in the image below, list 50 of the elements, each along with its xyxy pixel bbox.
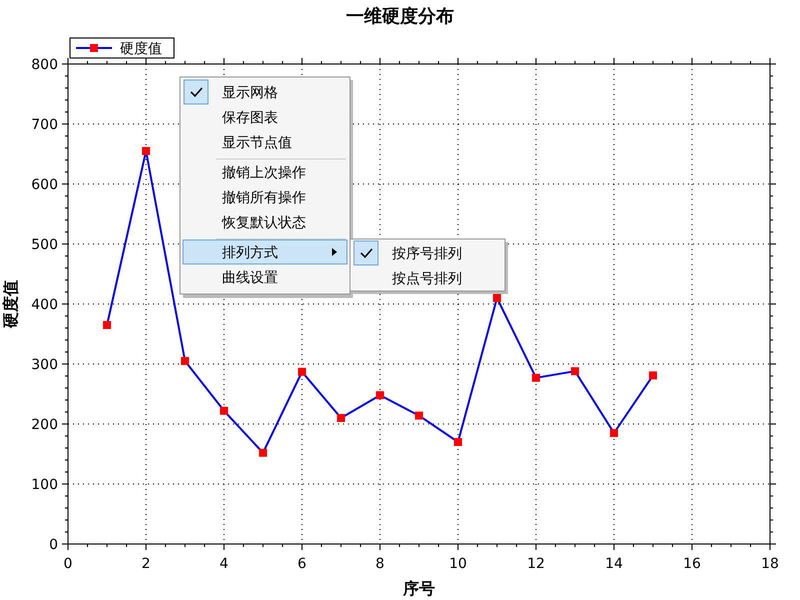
x-axis-title: 序号 bbox=[402, 579, 435, 598]
point bbox=[103, 321, 111, 329]
x-tick-label: 10 bbox=[449, 556, 467, 572]
annotation: 按序号排列 bbox=[392, 246, 462, 262]
y-tick-label: 500 bbox=[31, 237, 58, 253]
point bbox=[415, 412, 423, 420]
point bbox=[142, 147, 150, 155]
point bbox=[259, 448, 267, 457]
picture-submenu: 按序号排列 按点号排列 bbox=[350, 238, 508, 294]
point bbox=[337, 414, 345, 422]
annotation: 显示网格 bbox=[222, 85, 278, 101]
annotation: 撤销所有操作 bbox=[222, 190, 306, 206]
point bbox=[376, 391, 384, 400]
annotation: 按点号排列 bbox=[392, 271, 462, 287]
x-tick-label: 14 bbox=[605, 556, 623, 572]
annotation: 撤销上次操作 bbox=[222, 165, 306, 181]
y-tick-label: 0 bbox=[49, 537, 58, 553]
y-tick-label: 700 bbox=[31, 117, 58, 133]
y-tick-label: 800 bbox=[31, 57, 58, 73]
point bbox=[454, 438, 462, 446]
point bbox=[220, 406, 228, 415]
x-tick-label: 12 bbox=[527, 556, 545, 572]
annotation: 保存图表 bbox=[222, 110, 278, 126]
chart-title: 一维硬度分布 bbox=[346, 6, 454, 27]
legend-label: 硬度值 bbox=[120, 41, 162, 57]
y-tick-label: 300 bbox=[31, 357, 58, 373]
annotation: 恢复默认状态 bbox=[221, 215, 306, 231]
y-tick-label: 400 bbox=[31, 297, 58, 313]
x-tick-label: 6 bbox=[298, 556, 307, 572]
annotation: 显示节点值 bbox=[222, 135, 292, 151]
point bbox=[571, 367, 579, 376]
y-axis-title: 硬度值 bbox=[1, 280, 20, 329]
annotation: 排列方式 bbox=[222, 245, 278, 261]
x-tick-label: 8 bbox=[376, 556, 384, 572]
point bbox=[181, 357, 189, 365]
y-tick-label: 100 bbox=[31, 477, 58, 493]
point bbox=[493, 294, 501, 302]
point bbox=[610, 429, 618, 437]
point bbox=[649, 371, 657, 380]
y-tick-label: 200 bbox=[31, 417, 58, 433]
x-tick-label: 4 bbox=[220, 556, 229, 572]
point bbox=[532, 374, 540, 382]
point bbox=[298, 368, 306, 376]
x-tick-label: 2 bbox=[142, 556, 150, 572]
x-tick-label: 0 bbox=[64, 556, 72, 572]
y-tick-label: 600 bbox=[31, 177, 58, 193]
x-tick-label: 16 bbox=[683, 556, 701, 572]
x-tick-label: 18 bbox=[761, 556, 779, 572]
annotation: 曲线设置 bbox=[222, 270, 278, 286]
legend: 硬度值 bbox=[70, 38, 174, 58]
